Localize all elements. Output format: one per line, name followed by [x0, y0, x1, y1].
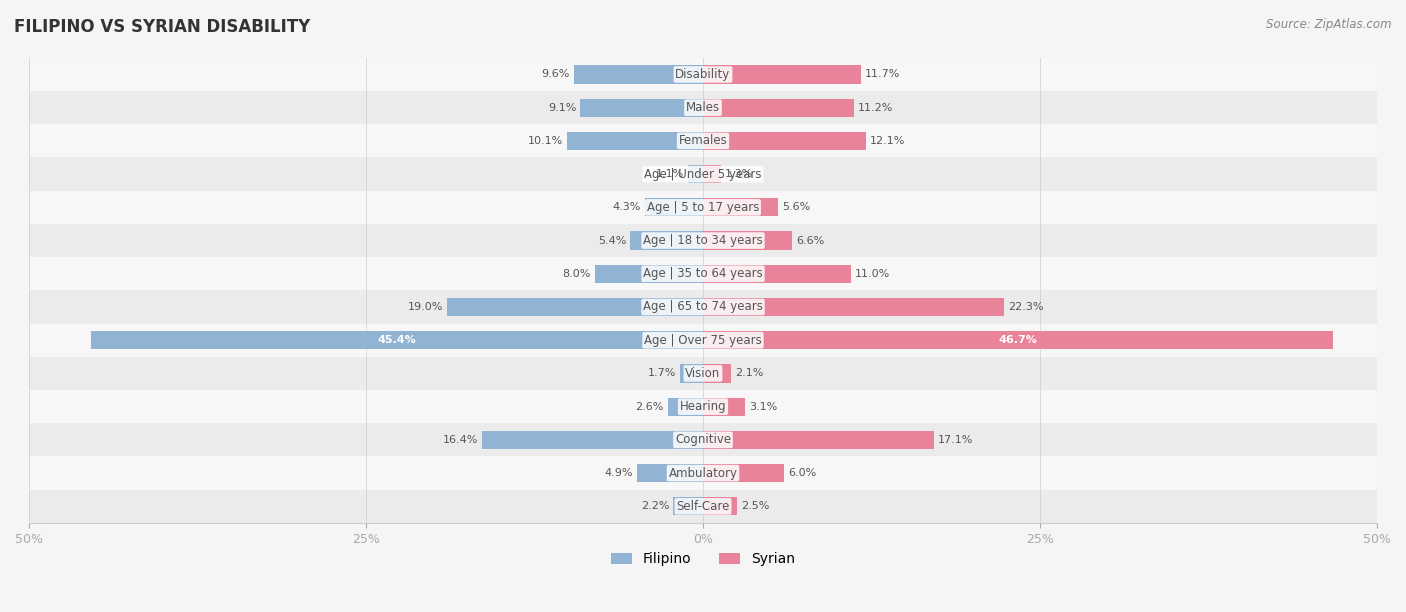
Text: 2.5%: 2.5%: [741, 501, 769, 511]
Bar: [30, 357, 1376, 390]
Bar: [703, 431, 934, 449]
Bar: [703, 165, 720, 183]
Bar: [637, 464, 703, 482]
Bar: [30, 290, 1376, 324]
Text: 11.2%: 11.2%: [858, 103, 893, 113]
Text: Age | 65 to 74 years: Age | 65 to 74 years: [643, 300, 763, 313]
Text: 22.3%: 22.3%: [1008, 302, 1043, 312]
Bar: [30, 91, 1376, 124]
Text: 19.0%: 19.0%: [408, 302, 443, 312]
Bar: [688, 165, 703, 183]
Legend: Filipino, Syrian: Filipino, Syrian: [606, 547, 800, 572]
Bar: [91, 331, 703, 349]
Text: 4.9%: 4.9%: [605, 468, 633, 478]
Text: FILIPINO VS SYRIAN DISABILITY: FILIPINO VS SYRIAN DISABILITY: [14, 18, 311, 36]
Text: Age | Over 75 years: Age | Over 75 years: [644, 334, 762, 347]
Bar: [703, 264, 851, 283]
Bar: [630, 231, 703, 250]
Text: Ambulatory: Ambulatory: [668, 466, 738, 480]
Bar: [673, 497, 703, 515]
Bar: [703, 497, 737, 515]
Bar: [567, 132, 703, 150]
Text: 2.6%: 2.6%: [636, 401, 664, 412]
Bar: [703, 132, 866, 150]
Bar: [30, 124, 1376, 157]
Text: Age | 5 to 17 years: Age | 5 to 17 years: [647, 201, 759, 214]
Text: 46.7%: 46.7%: [998, 335, 1038, 345]
Bar: [703, 298, 1004, 316]
Bar: [703, 198, 779, 217]
Text: 3.1%: 3.1%: [749, 401, 778, 412]
Text: 1.1%: 1.1%: [655, 169, 685, 179]
Text: 8.0%: 8.0%: [562, 269, 591, 279]
Bar: [30, 257, 1376, 290]
Bar: [703, 99, 853, 117]
Text: 1.7%: 1.7%: [648, 368, 676, 378]
Bar: [30, 324, 1376, 357]
Text: Source: ZipAtlas.com: Source: ZipAtlas.com: [1267, 18, 1392, 31]
Text: 9.1%: 9.1%: [548, 103, 576, 113]
Bar: [645, 198, 703, 217]
Text: 9.6%: 9.6%: [541, 69, 569, 80]
Text: 1.3%: 1.3%: [724, 169, 752, 179]
Bar: [30, 157, 1376, 191]
Bar: [30, 457, 1376, 490]
Text: Age | 35 to 64 years: Age | 35 to 64 years: [643, 267, 763, 280]
Text: 2.2%: 2.2%: [641, 501, 669, 511]
Bar: [30, 424, 1376, 457]
Bar: [703, 65, 860, 84]
Bar: [681, 364, 703, 382]
Bar: [703, 364, 731, 382]
Text: 11.7%: 11.7%: [865, 69, 900, 80]
Text: Hearing: Hearing: [679, 400, 727, 413]
Text: 12.1%: 12.1%: [870, 136, 905, 146]
Bar: [30, 224, 1376, 257]
Text: Self-Care: Self-Care: [676, 500, 730, 513]
Bar: [30, 58, 1376, 91]
Bar: [703, 464, 785, 482]
Bar: [30, 390, 1376, 424]
Text: 16.4%: 16.4%: [443, 435, 478, 445]
Text: 45.4%: 45.4%: [378, 335, 416, 345]
Bar: [595, 264, 703, 283]
Bar: [703, 398, 745, 416]
Text: Vision: Vision: [685, 367, 721, 380]
Text: 4.3%: 4.3%: [613, 203, 641, 212]
Text: 5.4%: 5.4%: [598, 236, 626, 245]
Bar: [447, 298, 703, 316]
Bar: [703, 331, 1333, 349]
Text: Disability: Disability: [675, 68, 731, 81]
Text: Age | Under 5 years: Age | Under 5 years: [644, 168, 762, 181]
Bar: [30, 191, 1376, 224]
Text: 6.6%: 6.6%: [796, 236, 824, 245]
Text: Cognitive: Cognitive: [675, 433, 731, 446]
Bar: [482, 431, 703, 449]
Text: 10.1%: 10.1%: [527, 136, 562, 146]
Text: Age | 18 to 34 years: Age | 18 to 34 years: [643, 234, 763, 247]
Text: Females: Females: [679, 135, 727, 147]
Text: 5.6%: 5.6%: [783, 203, 811, 212]
Bar: [30, 490, 1376, 523]
Text: 11.0%: 11.0%: [855, 269, 890, 279]
Bar: [703, 231, 792, 250]
Text: Males: Males: [686, 101, 720, 114]
Text: 2.1%: 2.1%: [735, 368, 763, 378]
Bar: [668, 398, 703, 416]
Bar: [581, 99, 703, 117]
Text: 6.0%: 6.0%: [787, 468, 815, 478]
Text: 17.1%: 17.1%: [938, 435, 973, 445]
Bar: [574, 65, 703, 84]
